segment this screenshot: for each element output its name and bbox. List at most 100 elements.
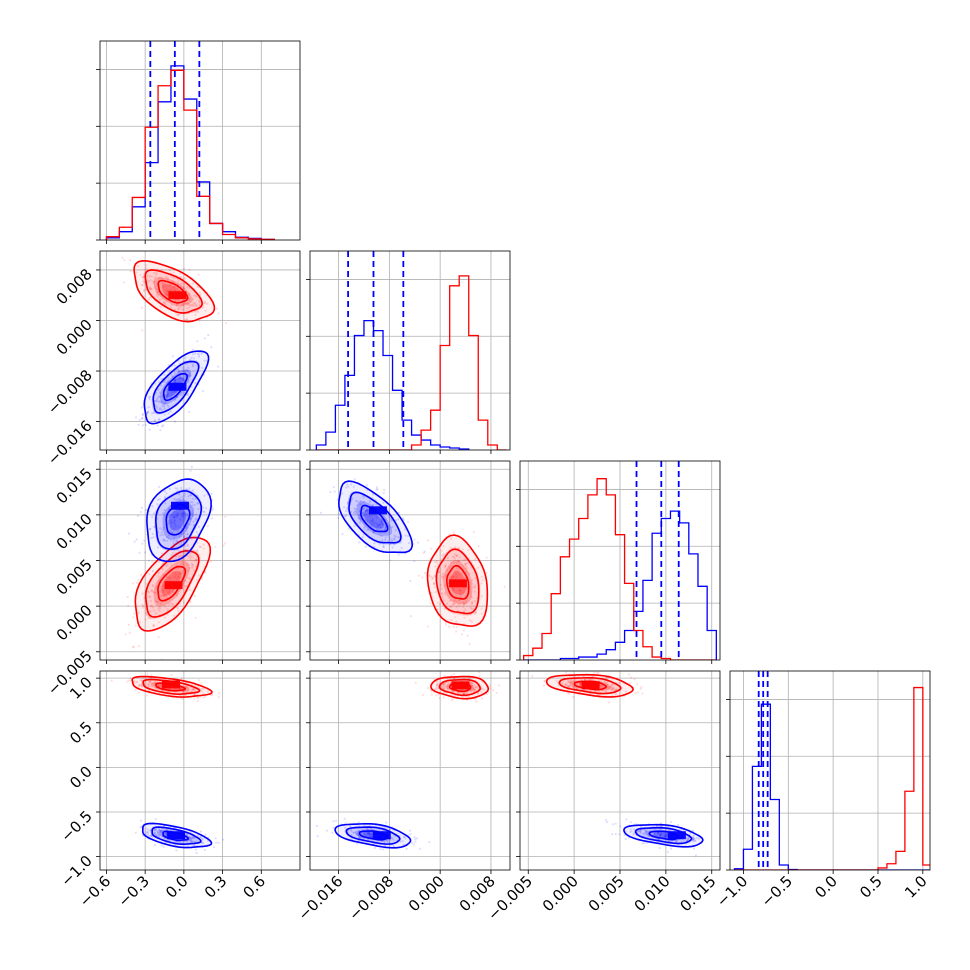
sample-point <box>157 498 160 501</box>
sample-point <box>159 534 162 537</box>
sample-point <box>380 520 383 524</box>
sample-point <box>186 513 189 516</box>
sample-point <box>157 832 160 835</box>
sample-point <box>180 394 183 397</box>
sample-point <box>579 682 582 685</box>
density-peak <box>581 681 600 690</box>
sample-point <box>150 835 153 838</box>
sample-point <box>181 554 184 557</box>
sample-point <box>441 554 444 557</box>
sample-point <box>139 679 142 682</box>
sample-point <box>372 521 375 524</box>
sample-point <box>152 623 155 626</box>
sample-point <box>188 375 191 378</box>
sample-point <box>356 832 360 835</box>
sample-point <box>177 512 180 515</box>
sample-point <box>193 844 196 847</box>
sample-point <box>182 515 185 518</box>
sample-point <box>141 414 144 417</box>
sample-point <box>161 282 164 285</box>
contour-line <box>360 504 389 533</box>
sample-point <box>142 289 145 292</box>
sample-point <box>604 681 607 685</box>
sample-point <box>643 829 646 832</box>
sample-point <box>464 562 467 565</box>
sample-point <box>198 291 201 294</box>
sample-point <box>138 621 141 624</box>
sample-point <box>162 285 165 288</box>
sample-point <box>154 591 157 595</box>
sample-point <box>378 542 381 546</box>
histogram-red <box>316 275 507 450</box>
sample-point <box>200 837 203 840</box>
sample-point <box>152 585 155 588</box>
sample-point <box>145 831 148 834</box>
sample-point <box>196 502 199 505</box>
sample-point <box>471 687 474 690</box>
sample-point <box>637 829 641 833</box>
sample-point <box>146 830 149 834</box>
sample-point <box>597 671 600 674</box>
peak-cell <box>171 501 189 510</box>
gridlines <box>310 671 510 870</box>
sample-point <box>159 384 162 387</box>
sample-point <box>181 561 184 564</box>
sample-point <box>157 831 160 834</box>
sample-point <box>448 577 451 580</box>
sample-point <box>358 517 361 520</box>
sample-point <box>442 687 445 691</box>
sample-point <box>344 515 347 518</box>
sample-point <box>191 489 194 492</box>
sample-point <box>204 300 207 303</box>
y-tick-label: 0.010 <box>53 510 96 553</box>
contour-line <box>141 822 213 849</box>
sample-point <box>156 424 159 427</box>
sample-point <box>187 393 190 396</box>
sample-point <box>175 304 178 307</box>
contour-line <box>435 548 480 615</box>
sample-point <box>453 553 457 556</box>
sample-point <box>325 829 329 832</box>
sample-point <box>462 692 465 695</box>
sample-point <box>632 832 636 835</box>
contour-line <box>155 682 187 692</box>
sample-point <box>172 540 175 543</box>
sample-point <box>457 602 460 606</box>
sample-point <box>163 301 166 304</box>
sample-point <box>137 423 140 426</box>
contour-line <box>445 564 470 600</box>
sample-point <box>176 313 179 316</box>
sample-point <box>164 292 167 295</box>
sample-point <box>209 560 212 563</box>
sample-point <box>189 494 192 497</box>
sample-point <box>158 829 161 832</box>
sample-point <box>158 400 161 403</box>
sample-point <box>403 835 406 839</box>
sample-point <box>170 674 173 677</box>
sample-point <box>381 519 384 522</box>
sample-point <box>357 517 360 520</box>
sample-point <box>462 565 465 568</box>
sample-point <box>413 538 416 541</box>
sample-point <box>217 312 220 315</box>
sample-point <box>173 519 176 522</box>
sample-point <box>167 405 170 408</box>
sample-point <box>444 566 447 569</box>
sample-point <box>203 337 206 340</box>
sample-point <box>187 302 190 305</box>
sample-point <box>375 503 378 506</box>
sample-point <box>142 276 145 279</box>
sample-point <box>184 544 187 547</box>
sample-point <box>474 576 477 580</box>
sample-point <box>148 829 151 832</box>
sample-point <box>131 582 135 585</box>
peak-cell <box>372 831 391 840</box>
sample-point <box>358 835 361 839</box>
sample-point <box>179 377 182 380</box>
y-tick-label: 0.5 <box>66 718 96 748</box>
sample-point <box>458 588 461 592</box>
sample-point <box>158 391 161 394</box>
sample-point <box>390 519 393 522</box>
sample-point <box>435 686 438 689</box>
density-layer <box>124 465 227 660</box>
